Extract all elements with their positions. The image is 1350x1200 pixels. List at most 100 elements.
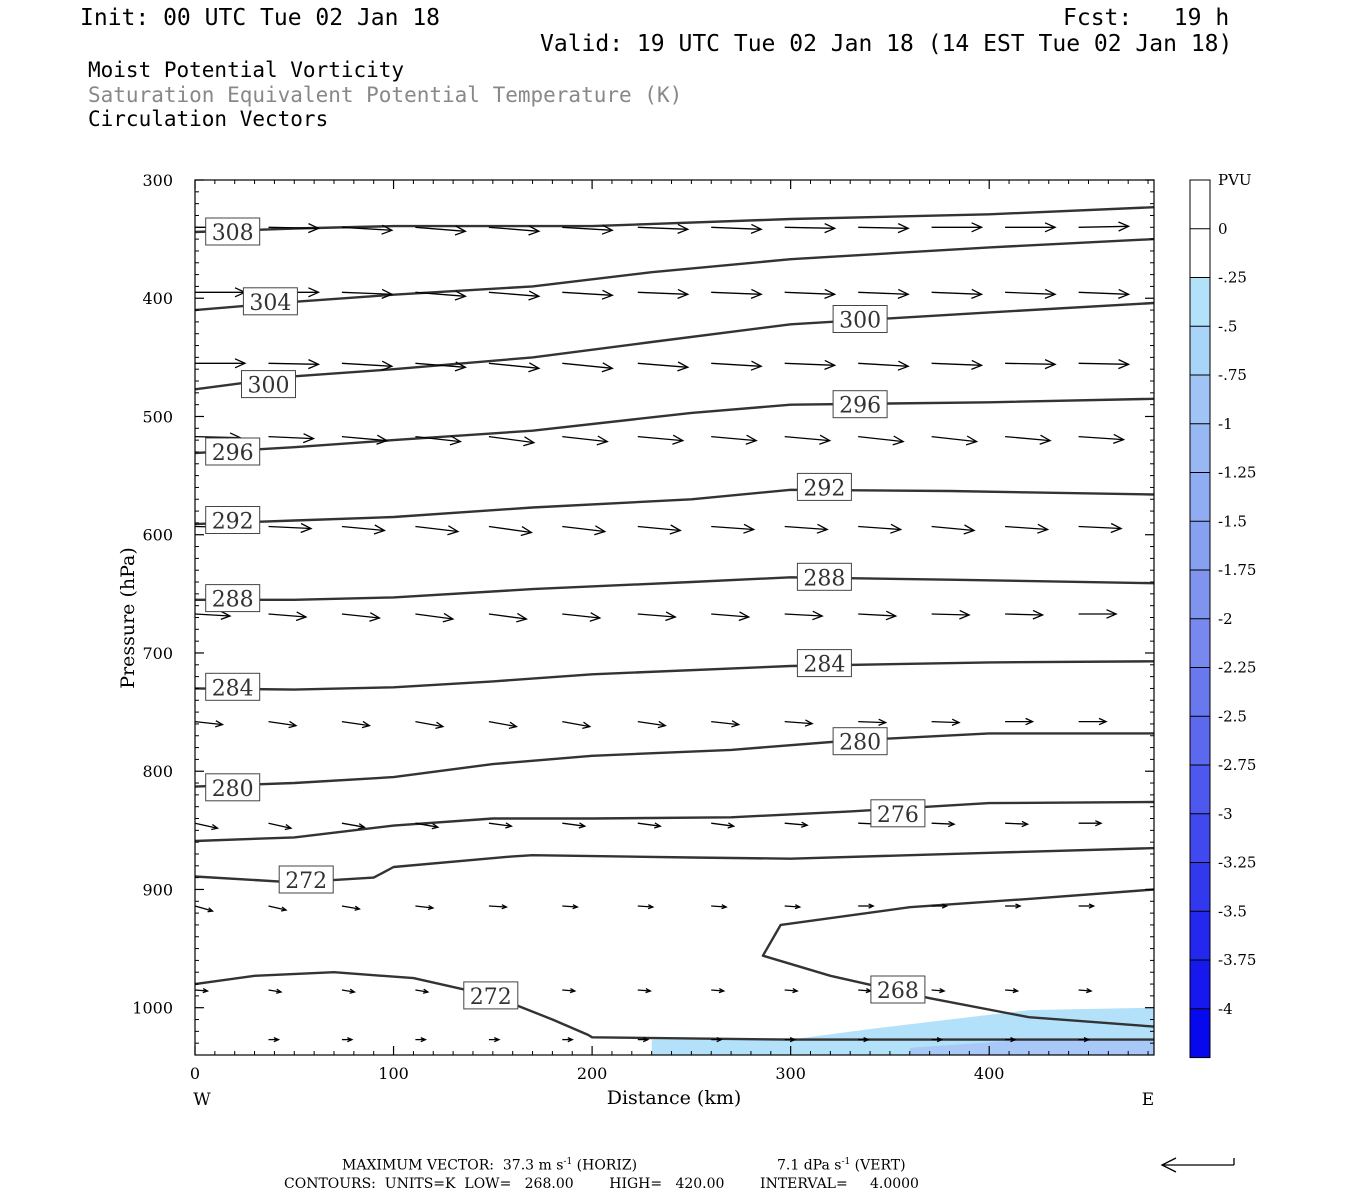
wind-vector bbox=[711, 360, 763, 371]
title-mpv: Moist Potential Vorticity bbox=[88, 58, 405, 82]
wind-vector bbox=[1078, 221, 1131, 232]
wind-vector-shaft bbox=[784, 362, 835, 366]
horiz-label: (HORIZ) bbox=[572, 1157, 638, 1174]
colorbar-label: -1.25 bbox=[1218, 464, 1256, 482]
wind-vector bbox=[194, 720, 225, 728]
valid-time: Valid: 19 UTC Tue 02 Jan 18 (14 EST Tue … bbox=[540, 31, 1233, 57]
wind-vector-head bbox=[454, 290, 468, 301]
pv-shade-1 bbox=[909, 1039, 1154, 1055]
wind-vector bbox=[858, 718, 888, 727]
wind-vector-shaft bbox=[562, 613, 600, 619]
contour-label-text: 280 bbox=[839, 731, 881, 756]
wind-vector-shaft bbox=[562, 226, 613, 231]
wind-vector-head bbox=[1037, 523, 1050, 534]
wind-vector bbox=[637, 361, 690, 372]
wind-vector bbox=[488, 904, 508, 910]
wind-vector-shaft bbox=[415, 822, 439, 828]
wind-vector-shaft bbox=[858, 720, 886, 724]
wind-vector-head bbox=[520, 526, 533, 537]
wind-vector-head bbox=[959, 609, 971, 620]
wind-vector bbox=[415, 612, 455, 623]
wind-vector bbox=[711, 523, 756, 534]
contour-label-text: 292 bbox=[803, 476, 845, 501]
contour-label-text: 304 bbox=[249, 291, 291, 316]
wind-vector-head bbox=[280, 906, 288, 912]
wind-vector bbox=[711, 611, 751, 622]
wind-vector bbox=[562, 612, 602, 622]
pv-shading-layer bbox=[651, 1007, 1154, 1055]
wind-vector-head bbox=[1015, 903, 1022, 909]
wind-vector bbox=[1078, 609, 1118, 619]
contour-label-box bbox=[796, 562, 852, 591]
wind-vector bbox=[1005, 988, 1020, 994]
wind-vector bbox=[341, 224, 394, 235]
wind-vector-shaft bbox=[194, 720, 223, 726]
wind-vector bbox=[858, 1037, 870, 1043]
wind-vector bbox=[931, 820, 956, 828]
wind-vector-shaft bbox=[415, 720, 444, 728]
wind-vector-shaft bbox=[711, 362, 762, 367]
wind-vector bbox=[637, 988, 652, 994]
wind-vector-shaft bbox=[858, 989, 871, 992]
wind-vector bbox=[194, 610, 232, 621]
wind-vector bbox=[1078, 903, 1096, 909]
wind-vector-shaft bbox=[1078, 291, 1129, 295]
wind-vector-shaft bbox=[341, 525, 385, 532]
y-tick-label: 900 bbox=[142, 880, 173, 899]
contour-284-6 bbox=[194, 660, 1155, 691]
wind-vector-head bbox=[824, 288, 837, 300]
wind-vector-shaft bbox=[711, 291, 762, 295]
contour-label-text: 288 bbox=[803, 566, 845, 591]
wind-vector bbox=[637, 434, 685, 445]
contour-label-text: 292 bbox=[212, 510, 254, 535]
wind-vector bbox=[1078, 359, 1131, 370]
wind-vector-head bbox=[965, 435, 979, 446]
wind-vector-shaft bbox=[268, 720, 297, 727]
wind-vector-head bbox=[654, 822, 662, 829]
colorbar-segment bbox=[1190, 862, 1210, 912]
wind-vector-shaft bbox=[268, 525, 312, 530]
colorbar-segment bbox=[1190, 813, 1210, 864]
wind-vector-shaft bbox=[931, 362, 982, 366]
wind-vector-head bbox=[1110, 522, 1123, 534]
wind-vector bbox=[268, 433, 316, 444]
wind-vector-shaft bbox=[1005, 525, 1048, 531]
wind-vector bbox=[711, 822, 736, 829]
wind-vector-head bbox=[220, 610, 232, 621]
wind-vector-head bbox=[567, 1037, 574, 1043]
reference-vector-arrow bbox=[1160, 1157, 1235, 1173]
wind-vector-head bbox=[594, 525, 607, 536]
wind-vector bbox=[1005, 288, 1057, 300]
vert-vector-unit-exponent: -1 bbox=[841, 1157, 851, 1167]
wind-vector bbox=[858, 288, 910, 300]
wind-vector-head bbox=[789, 1037, 797, 1043]
wind-vector-head bbox=[824, 359, 837, 371]
wind-vector-head bbox=[948, 820, 956, 828]
wind-vector bbox=[637, 524, 682, 535]
wind-vector-head bbox=[1095, 820, 1103, 827]
colorbar-segment bbox=[1190, 765, 1210, 815]
contour-label-text: 272 bbox=[285, 869, 327, 894]
wind-vector-head bbox=[1098, 717, 1108, 726]
wind-vector bbox=[858, 523, 903, 534]
y-tick-label: 700 bbox=[142, 644, 173, 663]
wind-vector bbox=[1078, 433, 1126, 445]
wind-vector-shaft bbox=[341, 435, 387, 442]
wind-vector-head bbox=[1010, 1037, 1017, 1043]
wind-vector-shaft bbox=[1005, 435, 1051, 442]
wind-vector-head bbox=[1044, 222, 1057, 233]
wind-vector-shaft bbox=[637, 613, 676, 618]
contour-label-box bbox=[463, 981, 519, 1010]
wind-vector bbox=[711, 223, 763, 235]
wind-vector bbox=[784, 719, 814, 727]
wind-vector-head bbox=[422, 988, 430, 994]
wind-vector-head bbox=[804, 719, 814, 727]
colorbar-label: -3 bbox=[1218, 805, 1233, 823]
wind-vector-shaft bbox=[711, 720, 739, 726]
wind-vector bbox=[711, 720, 741, 728]
wind-vector bbox=[562, 988, 577, 994]
wind-vector-head bbox=[347, 1037, 354, 1043]
wind-vector bbox=[711, 434, 758, 445]
y-axis-title: Pressure (hPa) bbox=[117, 547, 139, 689]
wind-vector-shaft bbox=[488, 822, 512, 827]
